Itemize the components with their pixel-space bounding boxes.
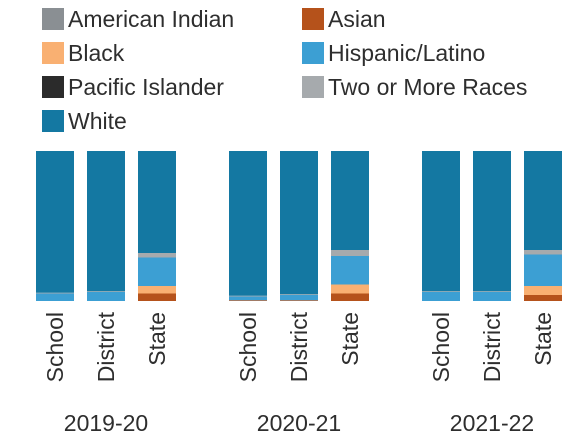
bar-segment-2020-21-state-black xyxy=(331,284,369,294)
legend-label-asian: Asian xyxy=(328,6,386,32)
bar-segment-2021-22-district-hispanic-latino xyxy=(473,292,511,301)
legend-swatch-american-indian xyxy=(42,8,64,30)
group-label-2019-20: 2019-20 xyxy=(64,410,148,436)
bar-segment-2021-22-district-white xyxy=(473,151,511,292)
bar-segment-2020-21-district-two-or-more-races xyxy=(280,294,318,295)
legend-swatch-asian xyxy=(302,8,324,30)
bar-segment-2021-22-district-two-or-more-races xyxy=(473,291,511,292)
category-label-school-2019-20: School xyxy=(42,312,68,382)
legend-swatch-white xyxy=(42,110,64,132)
bar-segment-2020-21-district-asian xyxy=(280,300,318,301)
bar-segment-2020-21-state-asian xyxy=(331,293,369,301)
bar-segment-2021-22-state-white xyxy=(524,151,562,250)
bar-segment-2019-20-school-two-or-more-races xyxy=(36,292,74,294)
bar-segment-2019-20-school-hispanic-latino xyxy=(36,293,74,301)
legend-label-american-indian: American Indian xyxy=(68,6,234,32)
bar-segment-2021-22-state-two-or-more-races xyxy=(524,250,562,255)
bar-segment-2020-21-district-hispanic-latino xyxy=(280,295,318,301)
bar-segment-2019-20-district-two-or-more-races xyxy=(87,291,125,292)
bar-segment-2021-22-school-hispanic-latino xyxy=(422,292,460,301)
legend-label-white: White xyxy=(68,108,127,134)
bar-segment-2019-20-state-two-or-more-races xyxy=(138,253,176,258)
bar-segment-2019-20-district-hispanic-latino xyxy=(87,292,125,301)
bar-segment-2020-21-district-white xyxy=(280,151,318,295)
bar-segment-2021-22-state-black xyxy=(524,286,562,295)
legend-label-black: Black xyxy=(68,40,125,66)
bar-segment-2021-22-school-white xyxy=(422,151,460,292)
legend-swatch-two-or-more-races xyxy=(302,76,324,98)
group-label-2020-21: 2020-21 xyxy=(257,410,341,436)
category-label-school-2021-22: School xyxy=(428,312,454,382)
bar-segment-2021-22-state-asian xyxy=(524,295,562,301)
bar-segment-2020-21-school-asian xyxy=(229,300,267,301)
bar-segment-2021-22-state-hispanic-latino xyxy=(524,254,562,286)
bar-segment-2020-21-school-hispanic-latino xyxy=(229,296,267,301)
legend-label-hispanic-latino: Hispanic/Latino xyxy=(328,40,485,66)
bar-segment-2020-21-school-white xyxy=(229,151,267,296)
legend-label-pacific-islander: Pacific Islander xyxy=(68,74,224,100)
legend-swatch-pacific-islander xyxy=(42,76,64,98)
bar-segment-2019-20-state-hispanic-latino xyxy=(138,257,176,286)
bar-segment-2019-20-state-white xyxy=(138,151,176,253)
bar-segment-2020-21-state-hispanic-latino xyxy=(331,256,369,285)
category-label-school-2020-21: School xyxy=(235,312,261,382)
category-label-state-2019-20: State xyxy=(144,312,170,366)
legend-label-two-or-more-races: Two or More Races xyxy=(328,74,527,100)
category-label-state-2021-22: State xyxy=(530,312,556,366)
category-label-district-2020-21: District xyxy=(286,311,312,382)
bar-segment-2020-21-state-two-or-more-races xyxy=(331,250,369,256)
bar-segment-2019-20-district-white xyxy=(87,151,125,292)
legend-swatch-black xyxy=(42,42,64,64)
category-label-district-2019-20: District xyxy=(93,311,119,382)
legend-swatch-hispanic-latino xyxy=(302,42,324,64)
group-label-2021-22: 2021-22 xyxy=(450,410,534,436)
category-label-state-2020-21: State xyxy=(337,312,363,366)
category-label-district-2021-22: District xyxy=(479,311,505,382)
bar-segment-2020-21-school-two-or-more-races xyxy=(229,295,267,297)
bar-segment-2020-21-state-white xyxy=(331,151,369,250)
bar-segment-2019-20-state-black xyxy=(138,286,176,294)
bar-segment-2019-20-state-asian xyxy=(138,293,176,301)
bar-segment-2021-22-school-two-or-more-races xyxy=(422,291,460,292)
bar-segment-2019-20-school-white xyxy=(36,151,74,293)
